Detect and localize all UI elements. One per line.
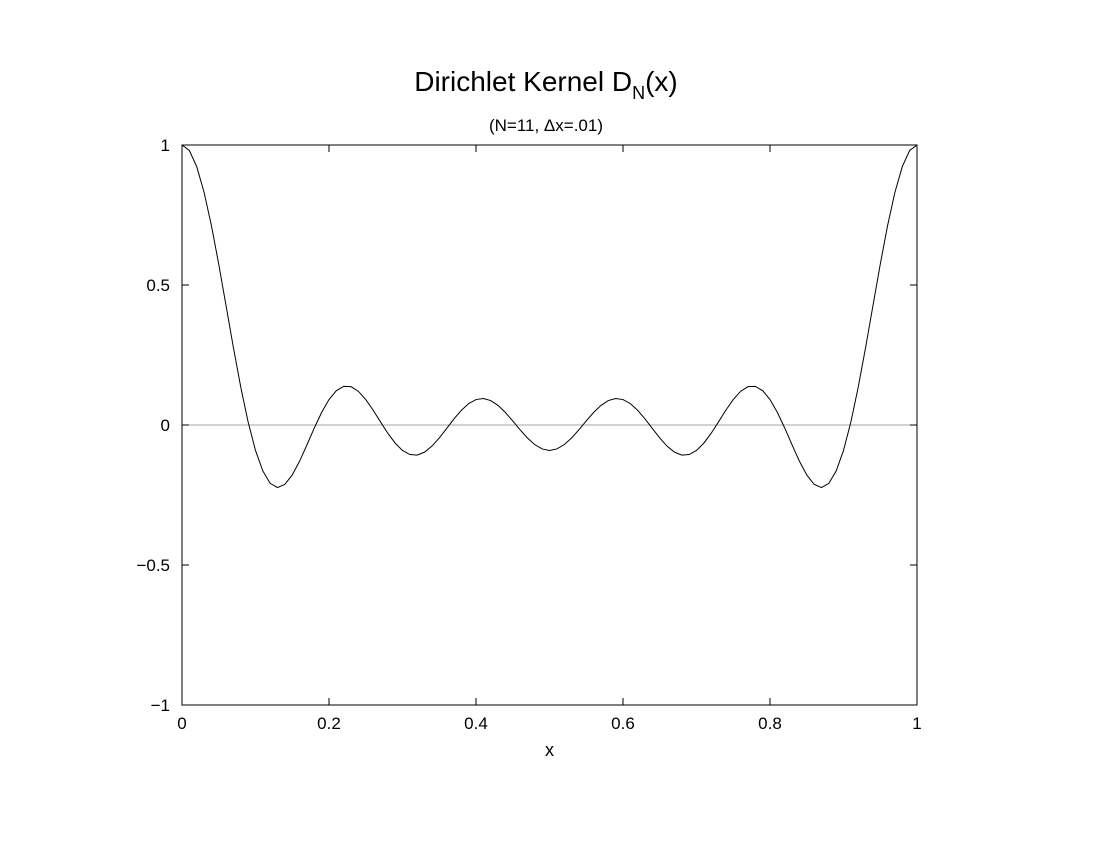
series-line-dirichlet-kernel — [181, 144, 918, 489]
x-tick-label: 1 — [912, 714, 921, 733]
x-tick-label: 0.4 — [464, 714, 488, 733]
x-axis-label: x — [545, 740, 554, 760]
y-tick-label: 0.5 — [146, 276, 170, 295]
y-tick-label: 0 — [161, 416, 170, 435]
y-tick-label: −1 — [151, 696, 170, 715]
y-axis-ticks: −1 −0.5 0 0.5 1 — [136, 136, 917, 715]
chart-title: Dirichlet Kernel DN(x) — [414, 66, 678, 103]
chart-title-main: Dirichlet Kernel D — [414, 66, 632, 97]
x-axis-ticks: 0 0.2 0.4 0.6 0.8 1 — [177, 145, 922, 733]
chart-subtitle: (N=11, Δx=.01) — [489, 116, 603, 135]
x-tick-label: 0.2 — [317, 714, 341, 733]
x-tick-label: 0.8 — [758, 714, 782, 733]
chart-title-subscript: N — [632, 83, 645, 103]
y-tick-label: −0.5 — [136, 556, 170, 575]
chart-title-suffix: (x) — [645, 66, 678, 97]
x-tick-label: 0 — [177, 714, 186, 733]
x-tick-label: 0.6 — [611, 714, 635, 733]
y-tick-label: 1 — [161, 136, 170, 155]
